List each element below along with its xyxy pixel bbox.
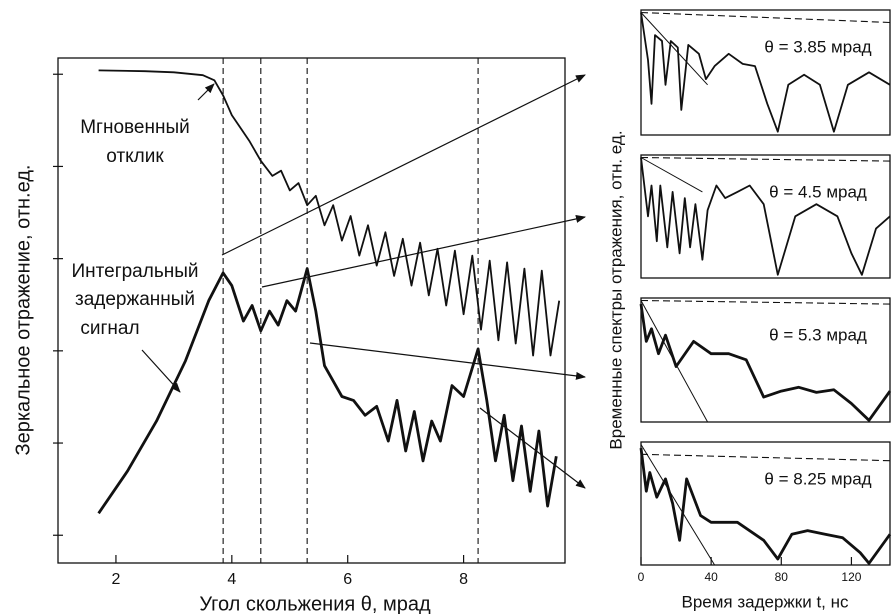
x-tick-label: 2 xyxy=(111,571,120,588)
annotation: сигнал xyxy=(80,318,139,339)
data-line xyxy=(639,447,892,565)
x-tick-label: 6 xyxy=(343,571,352,588)
annotation: задержанный xyxy=(75,289,195,310)
panel-title: θ = 3.85 мрад xyxy=(764,37,871,56)
data-line xyxy=(640,157,703,193)
chart: 2 4 6 8 Мгновенный отклик Интегральный задержан… xyxy=(12,57,566,614)
plot-frame xyxy=(57,57,566,564)
y-axis-label: Зеркальное отражение, отн.ед. xyxy=(12,165,34,456)
x-axis-label: Угол скольжения θ, мрад xyxy=(199,593,431,614)
plot-frame xyxy=(640,441,891,566)
data-line xyxy=(640,300,709,423)
data-line xyxy=(640,11,891,24)
arrow xyxy=(197,83,215,101)
plot-frame xyxy=(640,297,891,423)
panel-title: θ = 5.3 мрад xyxy=(769,325,867,344)
x-tick-label: 120 xyxy=(841,570,861,584)
chart: θ = 4.5 мрад xyxy=(640,154,891,279)
arrow xyxy=(261,214,586,288)
data-line xyxy=(640,444,716,566)
chart: θ = 5.3 мрад xyxy=(639,297,892,423)
data-line xyxy=(640,156,891,162)
x-tick-label: 0 xyxy=(638,570,645,584)
data-line xyxy=(98,69,561,357)
arrows xyxy=(141,74,586,489)
arrow xyxy=(309,342,586,380)
chart: 0 40 80 120 θ = 8.25 мрад Время задержки t, н… xyxy=(638,441,892,611)
chart: θ = 3.85 мрад Временные спектры отражения… xyxy=(606,9,891,450)
annotation: Интегральный xyxy=(71,261,198,282)
y-axis-label: Временные спектры отражения, отн. ед. xyxy=(606,130,625,449)
x-axis-label: Время задержки t, нс xyxy=(681,592,849,611)
data-line xyxy=(640,12,891,133)
panel-title: θ = 8.25 мрад xyxy=(764,469,871,488)
plot-frame xyxy=(640,9,891,136)
x-tick-label: 80 xyxy=(775,570,789,584)
data-line xyxy=(640,299,891,305)
x-tick-label: 40 xyxy=(704,570,718,584)
annotation: Мгновенный xyxy=(80,117,190,138)
data-line xyxy=(97,267,558,515)
annotation: отклик xyxy=(106,146,164,167)
data-line xyxy=(640,157,891,276)
data-line xyxy=(640,453,891,462)
x-tick-label: 4 xyxy=(227,571,236,588)
arrow xyxy=(221,74,586,256)
data-line xyxy=(639,303,892,422)
x-tick-label: 8 xyxy=(459,571,468,588)
arrow xyxy=(479,407,586,489)
data-line xyxy=(640,12,708,86)
panel-title: θ = 4.5 мрад xyxy=(769,182,867,201)
